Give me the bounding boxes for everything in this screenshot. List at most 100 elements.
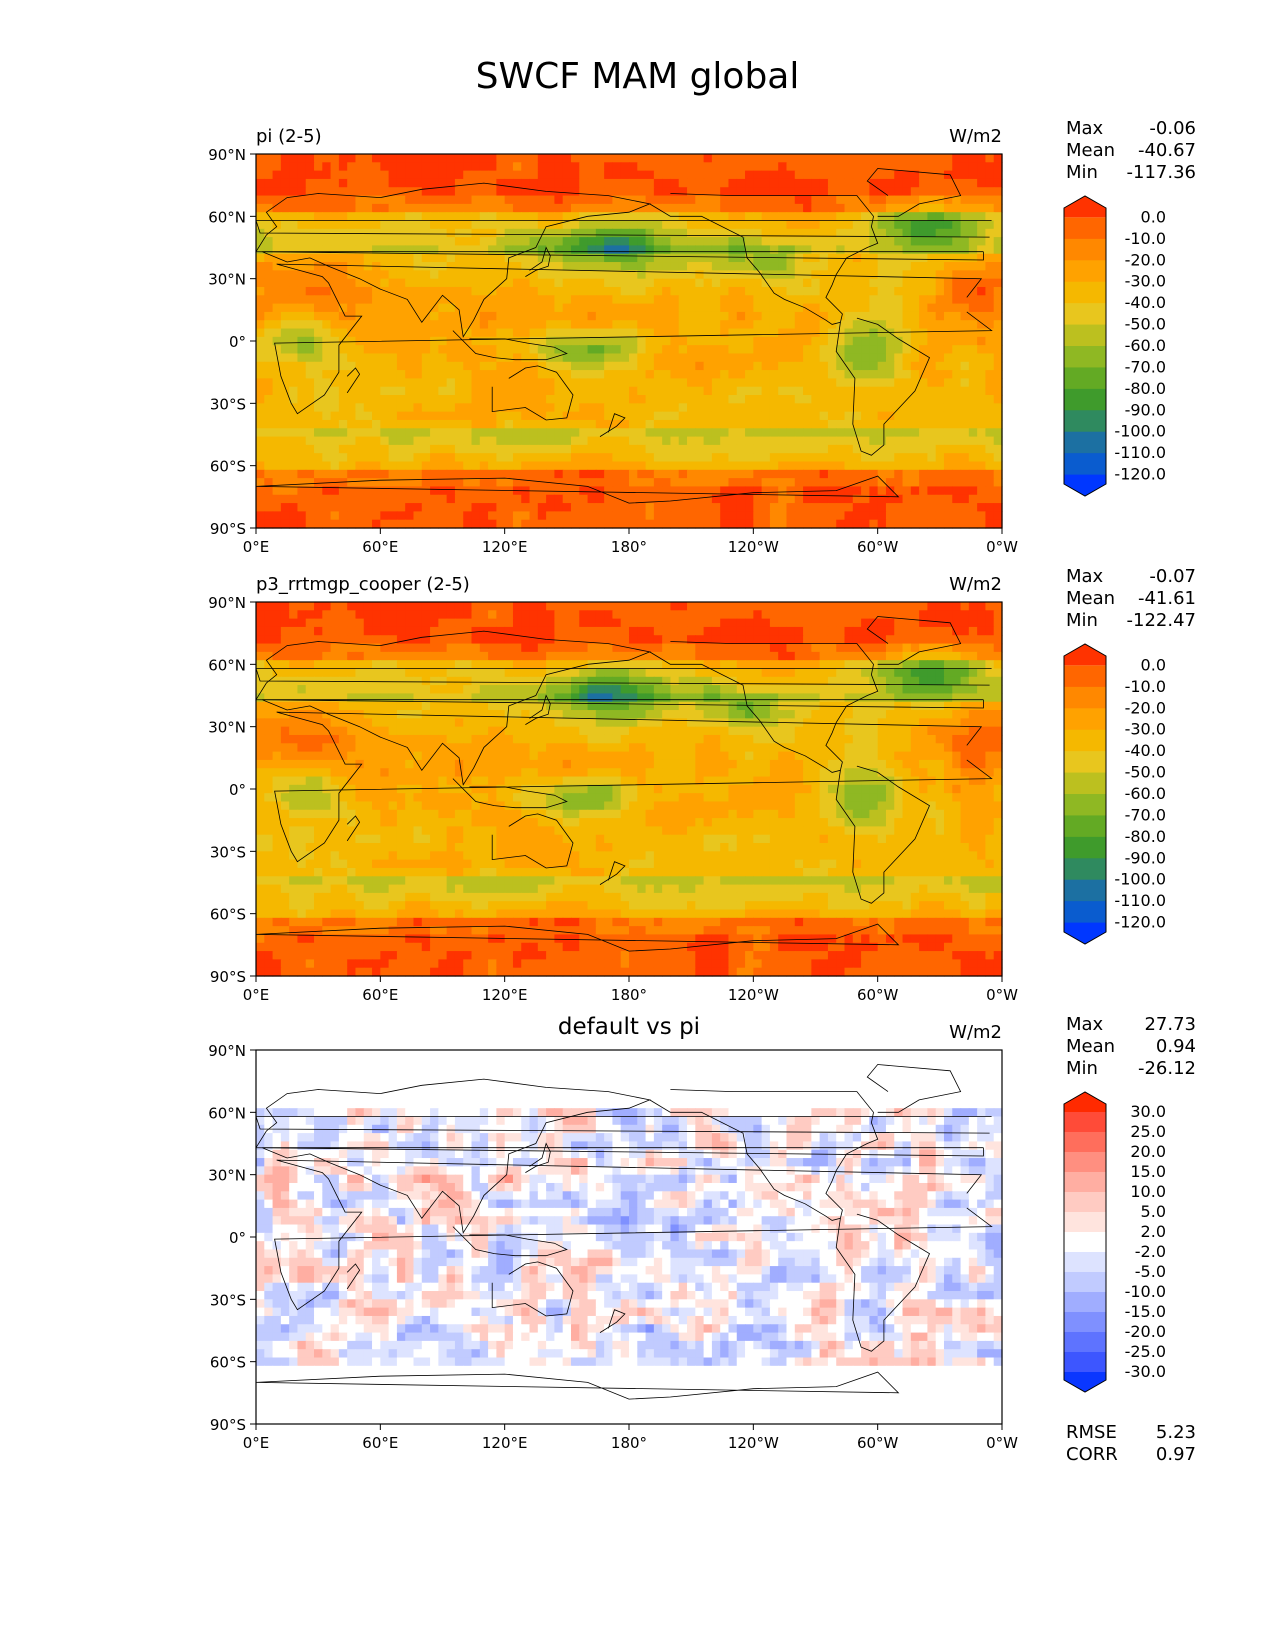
field-cell: [529, 336, 539, 346]
field-cell: [819, 411, 829, 421]
field-cell: [968, 370, 978, 379]
field-cell: [280, 453, 290, 463]
field-cell: [894, 361, 904, 371]
field-cell: [454, 660, 464, 670]
field-cell: [347, 361, 357, 371]
field-cell: [280, 411, 290, 421]
field-cell: [579, 626, 589, 636]
field-cell: [463, 253, 473, 263]
field-cell: [836, 378, 846, 388]
field-cell: [803, 519, 812, 529]
field-cell: [662, 386, 672, 396]
field-cell: [504, 361, 514, 371]
field-cell: [488, 503, 497, 512]
field-cell: [430, 519, 439, 529]
field-cell: [338, 511, 348, 521]
field-cell: [496, 220, 506, 230]
field-cell: [512, 353, 522, 363]
field-cell: [512, 212, 522, 222]
field-cell: [272, 212, 282, 222]
field-cell: [587, 270, 597, 280]
field-cell: [637, 154, 647, 163]
field-cell: [604, 668, 614, 678]
field-cell: [885, 228, 895, 238]
field-cell: [595, 228, 605, 238]
field-cell: [943, 286, 953, 296]
field-cell: [844, 162, 854, 172]
field-cell: [761, 428, 771, 438]
field-cell: [604, 411, 614, 421]
field-cell: [595, 187, 605, 197]
field-cell: [753, 278, 763, 288]
field-cell: [264, 469, 274, 479]
field-cell: [985, 278, 995, 288]
field-cell: [952, 262, 962, 271]
field-cell: [338, 253, 348, 263]
field-cell: [753, 419, 763, 429]
map-panel-2: 90°N 60°N 30°N 0° 30°S 60°S 90°S 0°E 60°E 120°E 18…: [0, 566, 1275, 1036]
field-cell: [413, 469, 423, 479]
field-cell: [993, 419, 1003, 429]
field-cell: [620, 212, 630, 222]
field-cells: [256, 154, 1003, 529]
field-cell: [836, 320, 846, 330]
field-cell: [463, 320, 473, 330]
field-cell: [438, 220, 448, 230]
field-cell: [322, 643, 332, 653]
field-cell: [852, 378, 862, 388]
field-cell: [836, 270, 846, 280]
field-cell: [595, 345, 605, 355]
field-cell: [778, 237, 788, 247]
field-cell: [662, 162, 672, 172]
field-cell: [968, 278, 978, 288]
field-cell: [819, 453, 829, 463]
field-cell: [977, 336, 987, 346]
field-cell: [778, 353, 788, 363]
field-cell: [496, 253, 506, 263]
field-cell: [529, 519, 539, 529]
field-cell: [521, 320, 531, 330]
field-cell: [454, 503, 464, 512]
field-cell: [280, 461, 290, 471]
field-cell: [396, 436, 406, 446]
field-cell: [504, 453, 514, 463]
field-cell: [438, 245, 448, 255]
field-cell: [272, 328, 282, 338]
field-cell: [894, 660, 904, 670]
field-cell: [604, 187, 614, 197]
field-cell: [869, 511, 879, 521]
field-cell: [852, 320, 862, 330]
field-cell: [372, 320, 381, 330]
field-cell: [529, 635, 539, 645]
field-cell: [537, 295, 547, 305]
field-cell: [496, 436, 506, 446]
field-cell: [943, 295, 953, 305]
field-cell: [645, 220, 655, 230]
field-cell: [488, 203, 497, 213]
field-cell: [711, 361, 721, 371]
field-cell: [546, 411, 555, 421]
field-cell: [687, 295, 696, 305]
field-cell: [264, 635, 274, 645]
field-cell: [504, 635, 514, 645]
field-cell: [861, 436, 870, 446]
field-cell: [620, 676, 630, 686]
field-cell: [488, 195, 497, 205]
field-cell: [902, 428, 912, 438]
field-cell: [687, 154, 696, 163]
field-cell: [827, 162, 837, 172]
field-cell: [546, 378, 555, 388]
field-cell: [670, 519, 680, 529]
field-cell: [579, 602, 589, 611]
field-cell: [852, 519, 862, 529]
field-cell: [728, 154, 738, 163]
field-cell: [330, 610, 340, 620]
field-cell: [836, 444, 846, 454]
field-cell: [670, 220, 680, 230]
field-cell: [720, 660, 730, 670]
field-cell: [968, 626, 978, 636]
field-cell: [504, 328, 514, 338]
field-cell: [769, 278, 779, 288]
field-cell: [314, 511, 323, 521]
field-cell: [894, 203, 904, 213]
